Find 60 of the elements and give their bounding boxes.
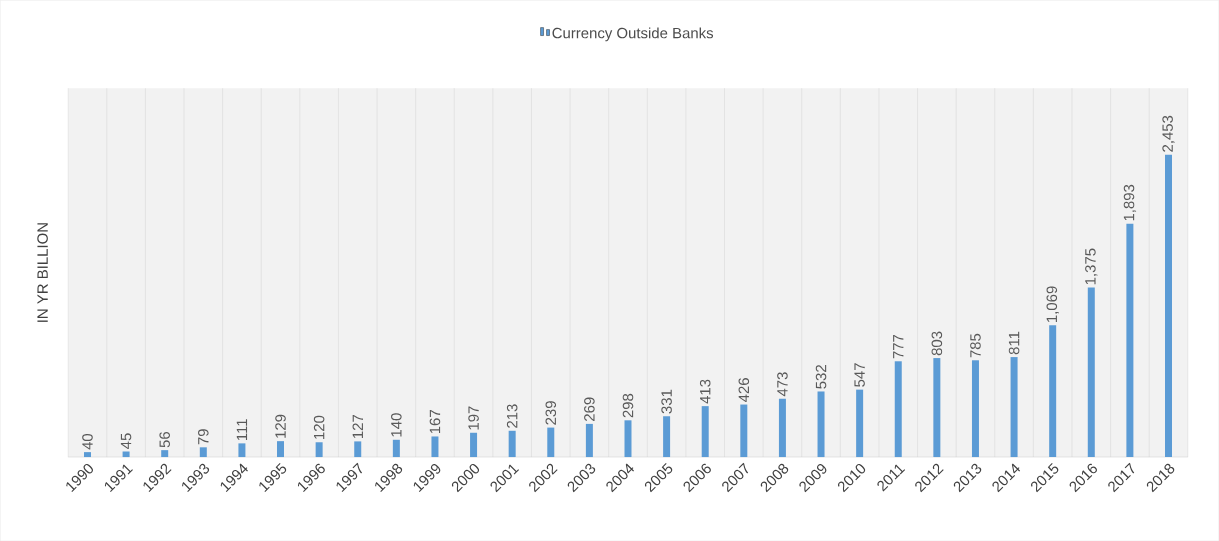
bar	[508, 430, 516, 457]
bar	[238, 443, 246, 457]
bar	[856, 389, 864, 457]
bar	[199, 447, 207, 457]
bar	[122, 451, 130, 457]
data-label: 1,069	[1046, 286, 1059, 322]
data-label: 56	[159, 431, 170, 448]
bar	[1165, 154, 1172, 457]
bar	[277, 441, 285, 457]
data-label: 331	[661, 389, 672, 414]
data-label: 45	[120, 433, 132, 449]
bar	[663, 416, 671, 457]
bar	[701, 406, 709, 457]
bar	[315, 442, 323, 457]
legend-label: Currency Outside Banks	[552, 27, 714, 42]
data-label: 197	[468, 406, 479, 430]
bar	[392, 439, 400, 457]
data-label: 298	[622, 393, 634, 418]
data-label: 269	[584, 397, 595, 421]
data-label: 532	[815, 364, 827, 389]
data-label: 127	[352, 414, 363, 438]
data-label: 426	[738, 377, 750, 402]
data-label: 1,893	[1123, 184, 1137, 221]
data-label: 547	[854, 363, 865, 387]
bar	[1049, 325, 1057, 457]
data-label: 140	[391, 413, 402, 437]
data-label: 2,453	[1162, 115, 1175, 152]
data-label: 239	[545, 401, 557, 425]
bar	[933, 357, 941, 457]
data-label: 167	[429, 409, 441, 434]
data-label: 777	[893, 334, 904, 359]
data-label: 803	[931, 331, 943, 356]
bar	[431, 436, 439, 457]
bar	[624, 420, 632, 457]
data-label: 120	[313, 415, 325, 439]
data-label: 213	[506, 404, 518, 428]
bar	[778, 398, 786, 457]
bar	[547, 427, 555, 457]
bar	[1010, 356, 1018, 457]
bar	[161, 450, 169, 457]
bar	[1126, 223, 1134, 457]
data-label: 40	[82, 433, 93, 450]
data-label: 413	[699, 379, 711, 404]
bar	[817, 391, 825, 457]
data-label: 811	[1008, 331, 1020, 355]
data-label: 1,375	[1085, 248, 1098, 285]
bar	[1087, 287, 1095, 457]
data-label: 473	[777, 372, 788, 397]
bar	[354, 441, 362, 457]
data-label: 111	[236, 419, 248, 440]
data-label: 785	[970, 333, 981, 358]
data-label: 79	[198, 429, 209, 445]
bar	[585, 423, 593, 457]
data-label: 129	[275, 414, 286, 438]
bar	[83, 452, 91, 457]
y-axis-title: IN YR BILLION	[37, 223, 48, 322]
bar	[470, 432, 478, 457]
bar	[971, 360, 979, 457]
bar	[740, 404, 748, 457]
bar	[894, 361, 902, 457]
